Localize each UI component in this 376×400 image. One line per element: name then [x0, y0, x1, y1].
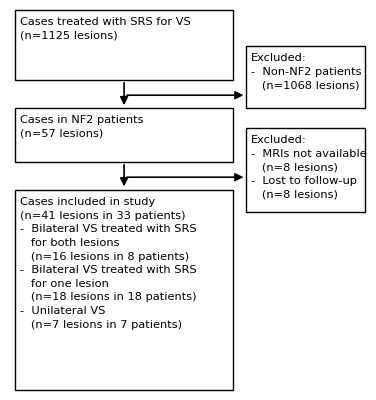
- FancyBboxPatch shape: [15, 10, 233, 80]
- Text: Cases treated with SRS for VS
(n=1125 lesions): Cases treated with SRS for VS (n=1125 le…: [20, 17, 190, 41]
- FancyBboxPatch shape: [15, 108, 233, 162]
- FancyBboxPatch shape: [246, 128, 365, 212]
- Text: Cases included in study
(n=41 lesions in 33 patients)
-  Bilateral VS treated wi: Cases included in study (n=41 lesions in…: [20, 197, 196, 330]
- FancyBboxPatch shape: [15, 190, 233, 390]
- Text: Cases in NF2 patients
(n=57 lesions): Cases in NF2 patients (n=57 lesions): [20, 115, 143, 139]
- FancyBboxPatch shape: [246, 46, 365, 108]
- Text: Excluded:
-  MRIs not available
   (n=8 lesions)
-  Lost to follow-up
   (n=8 le: Excluded: - MRIs not available (n=8 lesi…: [251, 135, 367, 200]
- Text: Excluded:
-  Non-NF2 patients
   (n=1068 lesions): Excluded: - Non-NF2 patients (n=1068 les…: [251, 53, 361, 90]
